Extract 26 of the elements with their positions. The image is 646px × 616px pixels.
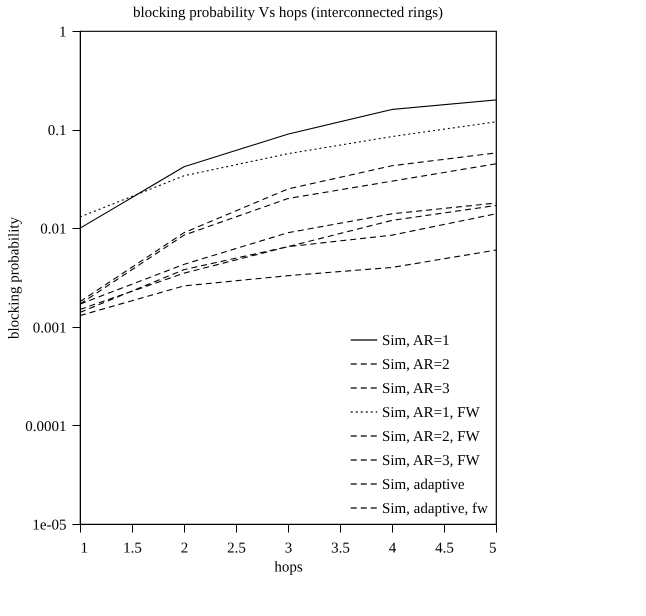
y-axis-title: blocking probability [6, 216, 22, 340]
x-tick-label: 3.5 [331, 540, 350, 556]
x-tick-label: 1.5 [123, 540, 142, 556]
legend-label: Sim, AR=2, FW [382, 429, 480, 445]
legend-label: Sim, adaptive [382, 477, 465, 493]
legend-label: Sim, AR=2 [382, 357, 450, 373]
x-tick-label: 2.5 [227, 540, 246, 556]
x-axis-title: hops [274, 560, 303, 576]
legend-label: Sim, adaptive, fw [382, 501, 488, 517]
chart-title: blocking probability Vs hops (interconnected rings) [132, 5, 444, 21]
y-tick-label: 1e-05 [32, 518, 66, 534]
x-tick-label: 4.5 [435, 540, 454, 556]
x-tick-label: 2 [180, 540, 188, 556]
legend-label: Sim, AR=1 [382, 333, 450, 349]
y-tick-label: 1 [59, 24, 66, 40]
x-tick-label: 4 [388, 540, 397, 556]
y-tick-label: 0.01 [40, 222, 66, 238]
x-tick-label: 1 [80, 540, 88, 556]
y-tick-label: 0.001 [32, 320, 66, 336]
x-tick-label: 3 [284, 540, 292, 556]
x-tick-label: 5 [489, 540, 496, 556]
legend-label: Sim, AR=3, FW [382, 453, 480, 469]
y-tick-label: 0.1 [48, 123, 66, 140]
y-tick-label: 0.0001 [25, 418, 66, 435]
legend-label: Sim, AR=1, FW [382, 405, 480, 421]
legend-label: Sim, AR=3 [382, 381, 450, 397]
